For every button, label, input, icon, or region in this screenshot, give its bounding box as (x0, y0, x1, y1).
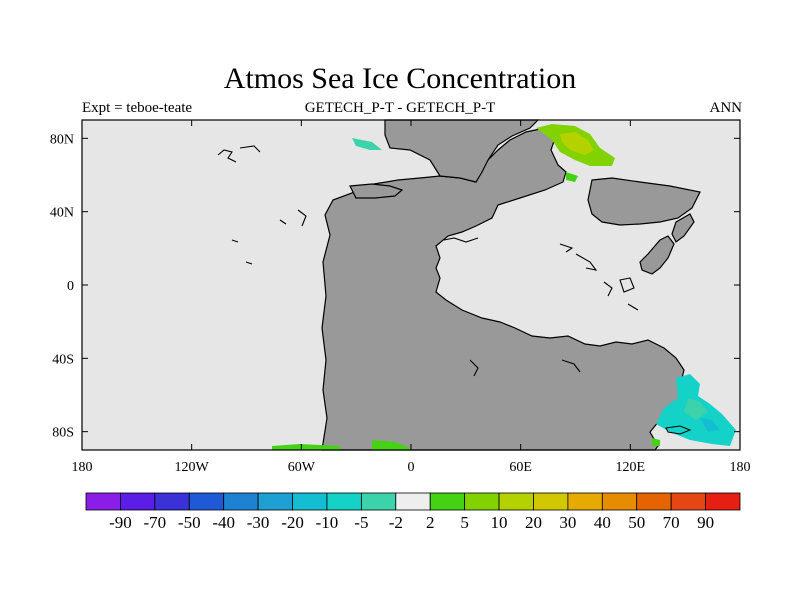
ice-anomaly-arctic-nw (352, 138, 382, 150)
colorbar-swatch (395, 492, 431, 511)
colorbar-swatch (85, 492, 121, 511)
colorbar-label: -20 (281, 513, 304, 532)
colorbar-swatch (154, 492, 190, 511)
y-tick-label: 0 (67, 279, 74, 294)
x-tick-label: 120W (175, 460, 210, 475)
ice-anomaly-antarctic-s (372, 440, 410, 450)
colorbar-label: 50 (628, 513, 645, 532)
x-tick-label: 180 (730, 460, 751, 475)
colorbar-label: 70 (663, 513, 680, 532)
land-arctic-band (384, 119, 540, 183)
colorbar-label: 20 (525, 513, 542, 532)
dataset-label: GETECH_P-T - GETECH_P-T (304, 100, 496, 116)
x-tick-label: 60W (288, 460, 316, 475)
x-tick-label: 180 (72, 460, 93, 475)
colorbar-swatch (464, 492, 500, 511)
y-tick-label: 80S (52, 426, 74, 441)
x-tick-label: 120E (616, 460, 646, 475)
y-tick-label: 40N (50, 206, 74, 221)
y-tick-label: 80N (50, 132, 74, 147)
x-tick-label: 60E (509, 460, 532, 475)
x-tick-label: 0 (408, 460, 415, 475)
land-east-island (639, 235, 675, 275)
colorbar-label: 90 (697, 513, 714, 532)
colorbar-swatch (429, 492, 466, 511)
experiment-label: Expt = teboe-teate (82, 100, 193, 116)
colorbar-swatch (292, 492, 328, 511)
ice-anomaly-fills (272, 124, 736, 450)
colorbar-swatch (120, 492, 156, 511)
plot-title: Atmos Sea Ice Concentration (223, 62, 577, 95)
land-east-asia (587, 177, 701, 226)
colorbar-swatch (601, 492, 638, 511)
land-masses (321, 119, 701, 451)
colorbar-label: -30 (247, 513, 270, 532)
land-east-islet (671, 213, 695, 243)
colorbar-swatch (498, 492, 534, 511)
colorbar-label: 10 (491, 513, 508, 532)
colorbar-label: -10 (316, 513, 339, 532)
colorbar-swatch (705, 492, 741, 511)
colorbar-swatch (360, 492, 397, 511)
colorbar-label: -2 (389, 513, 403, 532)
colorbar-label: 5 (460, 513, 469, 532)
colorbar-swatch (326, 492, 362, 511)
colorbar: -90 -70 -50 -40 -30 -20 -10 -5 -2 2 5 10 20 30 40 50 70 9… (85, 492, 741, 532)
colorbar-label: 40 (594, 513, 611, 532)
island-outlines (217, 145, 639, 377)
colorbar-swatch (636, 492, 672, 511)
colorbar-swatch (257, 492, 293, 511)
y-tick-label: 40S (52, 352, 74, 367)
colorbar-swatch (223, 492, 259, 511)
colorbar-label: 30 (559, 513, 576, 532)
colorbar-label: -40 (212, 513, 235, 532)
colorbar-label: 2 (426, 513, 435, 532)
colorbar-swatch (188, 492, 225, 511)
colorbar-label: -90 (109, 513, 132, 532)
colorbar-label: -5 (354, 513, 368, 532)
season-label: ANN (709, 100, 743, 116)
colorbar-label: -70 (144, 513, 167, 532)
colorbar-label: -50 (178, 513, 201, 532)
land-nw-patch (349, 183, 404, 199)
axis-ticks: 180 120W 60W 0 60E 120E 180 80N 40N 0 40S 80S (50, 120, 751, 475)
colorbar-swatch (533, 492, 569, 511)
colorbar-swatch (567, 492, 603, 511)
colorbar-swatch (670, 492, 706, 511)
